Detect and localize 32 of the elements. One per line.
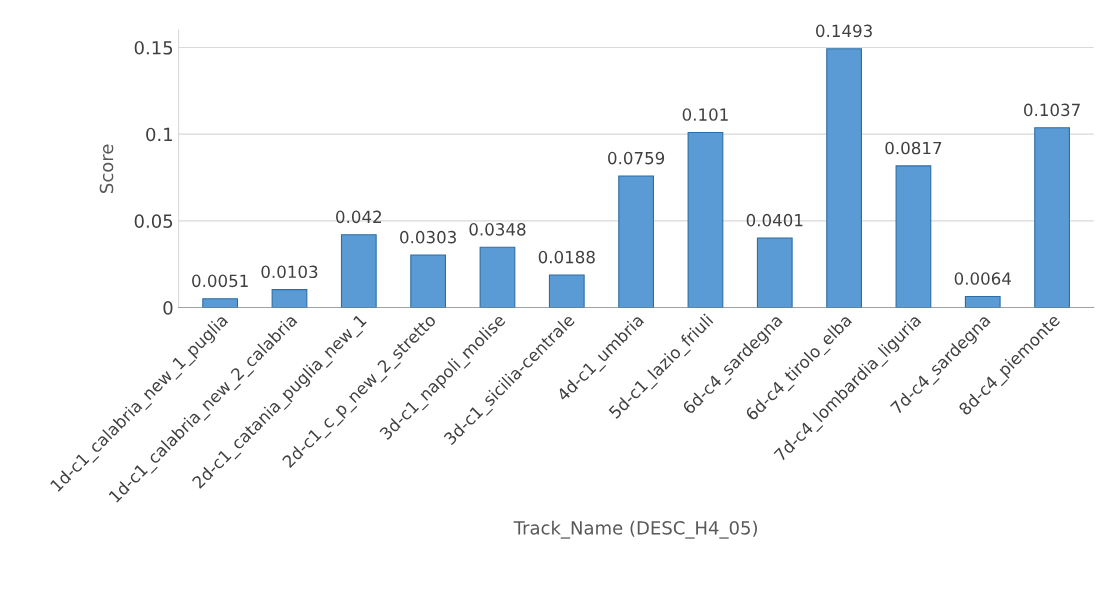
bar bbox=[202, 298, 239, 308]
y-axis-title: Score bbox=[99, 144, 114, 193]
data-label: 0.0188 bbox=[538, 250, 595, 264]
data-label: 0.1493 bbox=[816, 24, 872, 38]
data-label: 0.0348 bbox=[469, 223, 526, 236]
bar bbox=[410, 254, 447, 308]
x-axis-title: Track_Name (DESC_H4_05) bbox=[513, 520, 757, 539]
data-label: 0.0051 bbox=[192, 274, 248, 288]
data-label: 0.0103 bbox=[261, 265, 318, 279]
y-tick-label: 0.1 bbox=[146, 127, 173, 142]
y-tick-label: 0.05 bbox=[134, 214, 173, 228]
data-label: 0.0303 bbox=[400, 230, 456, 244]
data-label: 0.0759 bbox=[608, 151, 665, 165]
bar bbox=[340, 234, 377, 308]
y-tick-label: 0 bbox=[163, 300, 173, 315]
bar bbox=[826, 48, 862, 308]
data-label: 0.0064 bbox=[954, 272, 1011, 285]
data-label: 0.101 bbox=[682, 108, 728, 121]
bar bbox=[756, 237, 793, 308]
y-tick-label: 0.15 bbox=[134, 40, 173, 55]
bar bbox=[895, 165, 932, 308]
data-label: 0.042 bbox=[336, 210, 381, 224]
bar bbox=[479, 246, 516, 308]
data-label: 0.0401 bbox=[746, 213, 803, 227]
data-label: 0.1037 bbox=[1024, 103, 1080, 117]
bar bbox=[964, 295, 1001, 308]
data-label: 0.0817 bbox=[885, 141, 942, 155]
bar bbox=[548, 274, 585, 308]
bar bbox=[271, 289, 308, 308]
bar bbox=[618, 175, 655, 308]
bar bbox=[1034, 127, 1070, 308]
bar bbox=[687, 131, 724, 308]
